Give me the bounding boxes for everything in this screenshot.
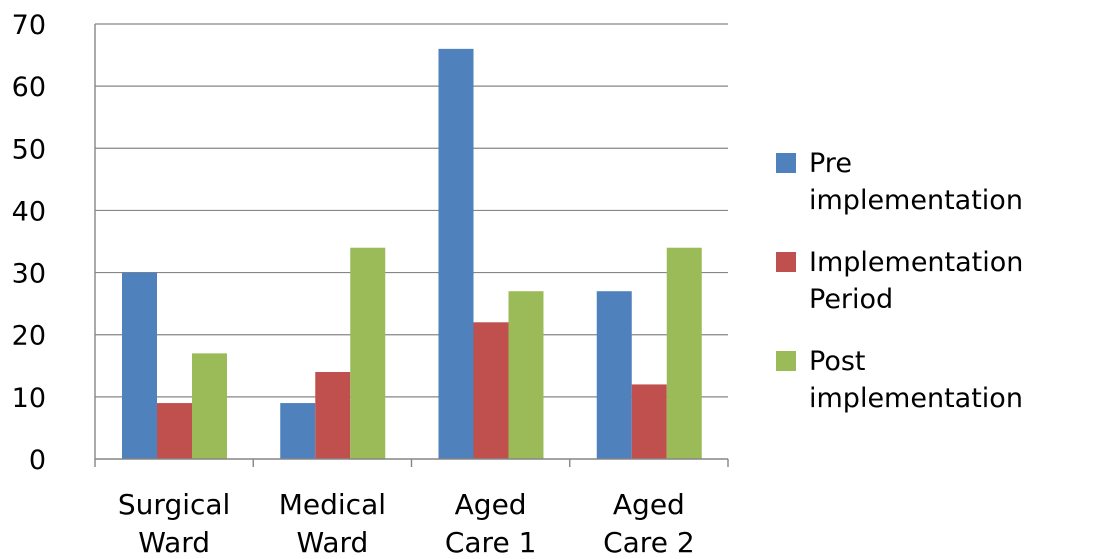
bar-2-2 bbox=[508, 291, 544, 459]
bar-0-2 bbox=[192, 353, 227, 459]
gridlines bbox=[95, 23, 728, 398]
y-tick-label-60: 60 bbox=[12, 72, 46, 103]
bar-3-1 bbox=[631, 384, 667, 459]
x-tick-label-0: Surgical Ward bbox=[118, 488, 230, 559]
x-tick-label-3: Aged Care 2 bbox=[603, 488, 695, 559]
bars bbox=[122, 48, 702, 459]
y-tick-label-10: 10 bbox=[12, 383, 46, 414]
legend-swatch-0 bbox=[776, 153, 796, 173]
legend: Pre implementation Implementation Period Pos… bbox=[776, 148, 1023, 414]
legend-swatch-2 bbox=[776, 351, 796, 371]
bar-1-2 bbox=[350, 247, 386, 459]
legend-label-2: Post implementation bbox=[809, 346, 1023, 414]
x-tick-label-2: Aged Care 1 bbox=[445, 488, 537, 559]
bar-0-0 bbox=[122, 272, 157, 459]
bar-2-0 bbox=[438, 48, 474, 459]
bar-1-0 bbox=[280, 403, 316, 459]
legend-label-0: Pre implementation bbox=[809, 148, 1023, 216]
bar-3-2 bbox=[666, 247, 702, 459]
y-tick-label-50: 50 bbox=[12, 134, 46, 165]
legend-swatch-1 bbox=[776, 252, 796, 272]
legend-label-1: Implementation Period bbox=[809, 247, 1023, 315]
y-tick-label-0: 0 bbox=[29, 445, 46, 476]
x-tick-label-1: Medical Ward bbox=[279, 488, 386, 559]
axis-labels: 0 10 20 30 40 50 60 70 Surgical Ward Medical Ward Ag… bbox=[12, 10, 695, 559]
axes bbox=[94, 24, 729, 467]
bar-3-0 bbox=[596, 291, 632, 459]
y-tick-label-40: 40 bbox=[12, 196, 46, 227]
bar-2-1 bbox=[473, 322, 509, 459]
y-tick-label-70: 70 bbox=[12, 10, 46, 41]
bar-0-1 bbox=[157, 403, 192, 459]
y-tick-label-20: 20 bbox=[12, 321, 46, 352]
bar-1-1 bbox=[315, 372, 351, 459]
y-tick-label-30: 30 bbox=[12, 259, 46, 290]
